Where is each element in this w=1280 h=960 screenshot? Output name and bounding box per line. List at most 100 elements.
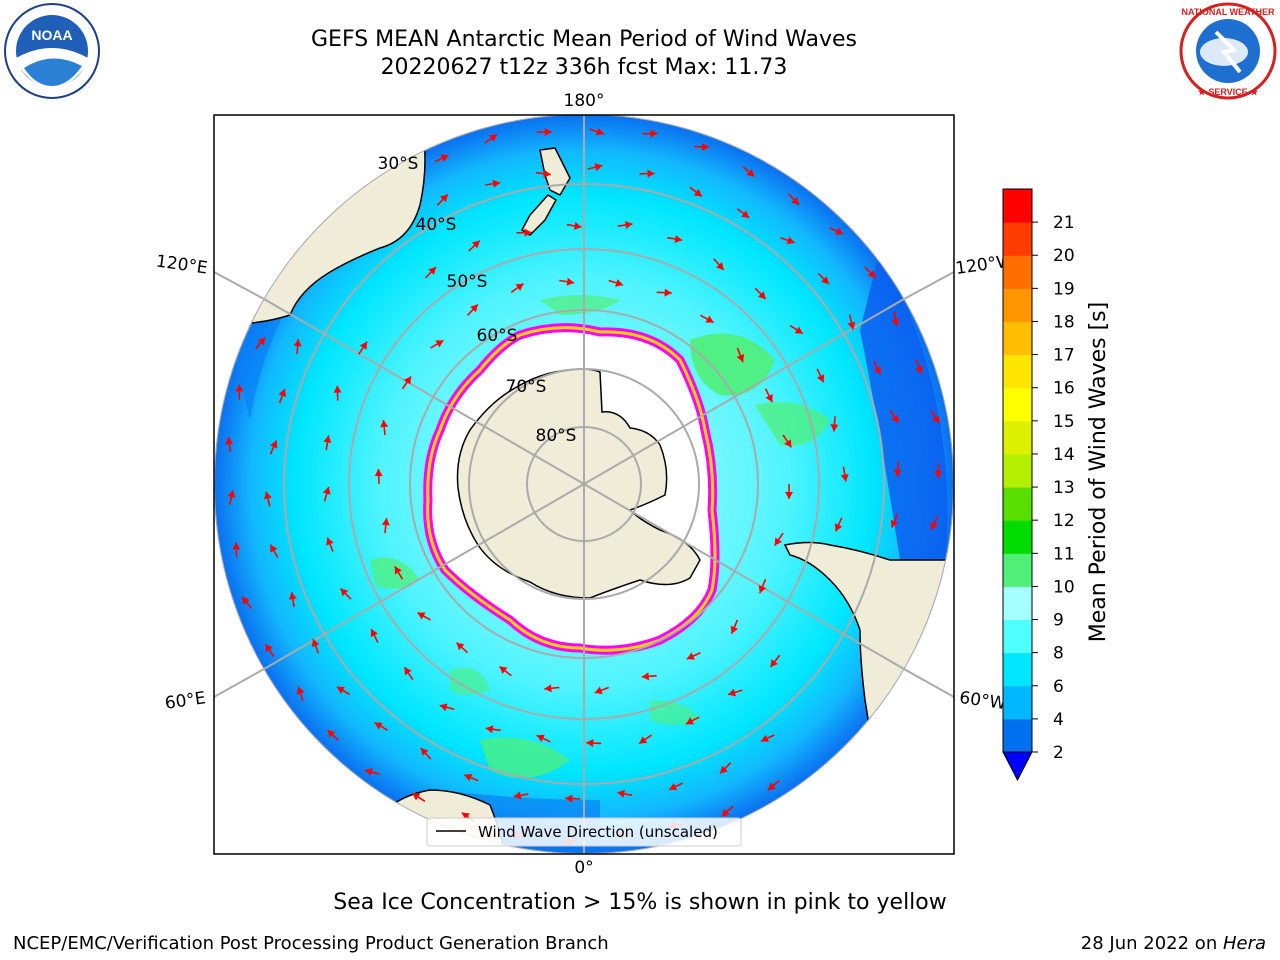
wind-arrow-head [893,469,902,477]
lon-label-upper-left: 120°E [155,252,209,279]
wind-arrow-head [639,736,648,744]
chart-subtitle: 20220627 t12z 336h fcst Max: 11.73 [380,55,788,80]
footer-date: 28 Jun 2022 on Hera [1081,933,1266,954]
wind-arrow-head [934,471,943,479]
colorbar-extend-arrow [1002,751,1033,782]
colorbar-tick-label: 6 [1053,677,1064,697]
wind-arrow-head [741,210,750,218]
colorbar-tick-label: 9 [1053,611,1064,631]
footer-date-text: 28 Jun 2022 on [1080,933,1223,954]
colorbar-segment [1003,453,1032,488]
wind-arrow-head [840,473,849,482]
colorbar-segment [1003,387,1032,422]
wind-arrow-head [760,734,769,742]
chart-title: GEFS MEAN Antarctic Mean Period of Wind … [311,27,857,52]
wind-arrow-head [716,262,724,270]
wind-arrow-head [891,318,900,327]
wind-arrow-head [326,537,334,546]
colorbar-tick-label: 2 [1053,743,1064,763]
wind-arrow-head [784,439,792,448]
colorbar-tick-label: 14 [1053,445,1075,465]
colorbar-segment [1003,520,1032,554]
wind-arrow-head [420,748,429,756]
wind-arrow-head [456,642,465,651]
wind-arrow-head [617,789,626,798]
colorbar: 2 4 6 8 9 10 11 12 13 14 15 16 17 18 19 20 21 [1002,188,1075,782]
wind-arrow-head [464,773,473,782]
wind-arrow-head [515,283,524,291]
wind-arrow-head [705,315,714,323]
wind-arrow-head [536,734,545,742]
graticule [214,115,954,854]
map-frame [213,114,955,855]
wind-arrow-head [322,486,331,495]
wind-arrow-head [767,782,776,791]
antarctica-landmass [456,368,701,599]
wind-arrow-head [791,196,799,205]
wind-arrow-head [380,420,389,428]
wind-arrow-head [470,304,478,313]
wind-arrow-head [728,688,737,697]
wind-arrow-head [232,542,241,550]
wind-arrow-head [492,179,501,188]
wind-arrow-head [647,169,655,178]
wind-arrow-head [370,629,378,638]
wind-arrow-head [821,276,829,285]
colorbar-tick-label: 11 [1053,544,1075,564]
colorbar-tick-label: 13 [1053,478,1075,498]
wind-arrow-head [758,585,767,594]
colorbar-segment [1003,222,1032,256]
wind-arrow-head [686,652,695,660]
wind-arrow-head [932,415,940,424]
footer-credit: NCEP/EMC/Verification Post Processing Pr… [13,933,609,954]
wind-arrow-head [650,129,658,138]
wind-arrow-head [488,134,497,142]
wind-arrow-head [930,521,938,530]
colorbar-segment [1003,652,1032,687]
wind-arrow-head [816,374,825,383]
colorbar-tick-label: 10 [1053,577,1075,597]
wind-arrow-head [720,765,728,774]
footer-machine: Hera [1222,933,1266,954]
wind-arrow-head [544,128,552,137]
wind-arrow-head [439,703,448,712]
wind-arrows [225,127,943,845]
lat-label-60s: 60°S [477,326,518,346]
colorbar-tick-label: 4 [1053,710,1064,730]
wind-arrow-head [757,291,766,300]
wind-arrow-head [270,440,278,449]
colorbar-segment [1003,321,1032,356]
wind-arrow-head [524,228,532,237]
wind-arrow-head [834,523,843,532]
wind-arrow-head [835,227,844,235]
wind-arrow-head [794,326,803,334]
wind-arrow-head [327,730,336,738]
wind-arrow-head [461,812,470,820]
sea-ice-note: Sea Ice Concentration > 15% is shown in … [333,890,947,915]
wind-arrow-head [765,394,773,403]
lon-label-bottom: 0° [574,858,593,878]
wind-arrow-head [412,793,421,801]
colorbar-segment [1003,619,1032,654]
wind-arrow-head [359,341,368,350]
colorbar-label: Mean Period of Wind Waves [s] [1086,302,1111,642]
wind-arrow-head [873,366,881,375]
wind-arrow-head [417,612,426,620]
colorbar-segment [1003,487,1032,521]
wind-arrow-head [513,791,522,800]
wind-arrow-head [830,424,839,432]
colorbar-segment [1003,189,1032,223]
colorbar-tick-label: 19 [1053,279,1075,299]
wind-arrow-head [257,337,266,346]
wind-arrow-head [263,491,272,500]
colorbar-tick-label: 8 [1053,644,1064,664]
wind-arrow-head [573,221,582,230]
wind-arrow-head [915,365,923,374]
wind-arrow-head [265,644,273,653]
colorbar-segment [1003,288,1032,322]
lat-label-80s: 80°S [536,426,577,446]
wind-arrow-head [685,717,694,725]
svg-text:★ SERVICE ★: ★ SERVICE ★ [1198,87,1259,97]
wind-arrow-head [499,666,508,674]
